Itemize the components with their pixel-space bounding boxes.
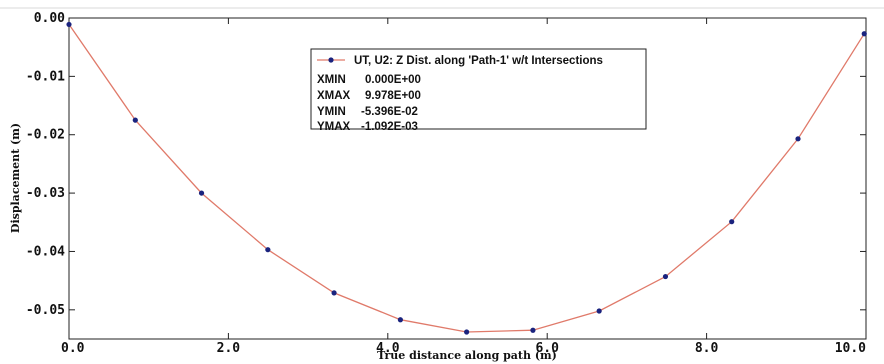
legend-stat-label-xmin: XMIN <box>317 74 346 86</box>
legend-stat-value-xmin: 0.000E+00 <box>365 74 421 86</box>
y-axis: 0.00 -0.01 -0.02 -0.03 -0.04 -0.05 <box>26 11 866 318</box>
legend-swatch-marker <box>328 57 334 63</box>
x-axis: 0.0 2.0 4.0 6.0 8.0 10.0 <box>61 18 867 356</box>
data-point <box>596 308 602 314</box>
legend-box <box>310 48 647 130</box>
y-tick-label: -0.02 <box>26 128 65 143</box>
data-point <box>265 247 271 253</box>
x-tick-label: 6.0 <box>535 341 559 356</box>
legend-stat-label-ymax: YMAX <box>317 121 351 133</box>
data-point <box>132 117 138 123</box>
y-tick-label: -0.05 <box>26 303 65 318</box>
y-tick-label: -0.03 <box>26 186 65 201</box>
x-tick-label: 4.0 <box>376 341 400 356</box>
data-point <box>795 136 801 142</box>
data-point <box>861 31 867 37</box>
y-tick-label: -0.01 <box>26 69 65 84</box>
y-tick-label: -0.04 <box>26 244 65 259</box>
y-axis-label: Displacement (m) <box>9 123 22 233</box>
series-markers <box>66 21 867 335</box>
legend: UT, U2: Z Dist. along 'Path-1' w/t Inter… <box>310 48 647 133</box>
x-tick-label: 10.0 <box>835 341 866 356</box>
legend-stat-label-ymin: YMIN <box>317 106 346 118</box>
y-tick-label: 0.00 <box>34 11 65 26</box>
x-tick-label: 2.0 <box>217 341 241 356</box>
data-point <box>397 317 403 323</box>
data-point <box>198 190 205 196</box>
data-point <box>662 273 669 280</box>
legend-stat-value-ymax: -1.092E-03 <box>361 121 418 133</box>
legend-stat-label-xmax: XMAX <box>317 90 351 102</box>
data-point <box>464 329 470 335</box>
data-point <box>66 21 72 28</box>
x-tick-label: 8.0 <box>695 341 719 356</box>
plot-frame <box>68 17 867 340</box>
data-point <box>331 290 337 296</box>
data-point <box>530 327 536 333</box>
legend-stat-value-ymin: -5.396E-02 <box>361 106 418 118</box>
x-tick-label: 0.0 <box>61 341 85 356</box>
data-point <box>729 219 735 225</box>
x-axis-label: True distance along path (m) <box>377 349 557 362</box>
legend-stat-value-xmax: 9.978E+00 <box>365 90 421 102</box>
legend-series-name: UT, U2: Z Dist. along 'Path-1' w/t Inter… <box>354 55 603 67</box>
